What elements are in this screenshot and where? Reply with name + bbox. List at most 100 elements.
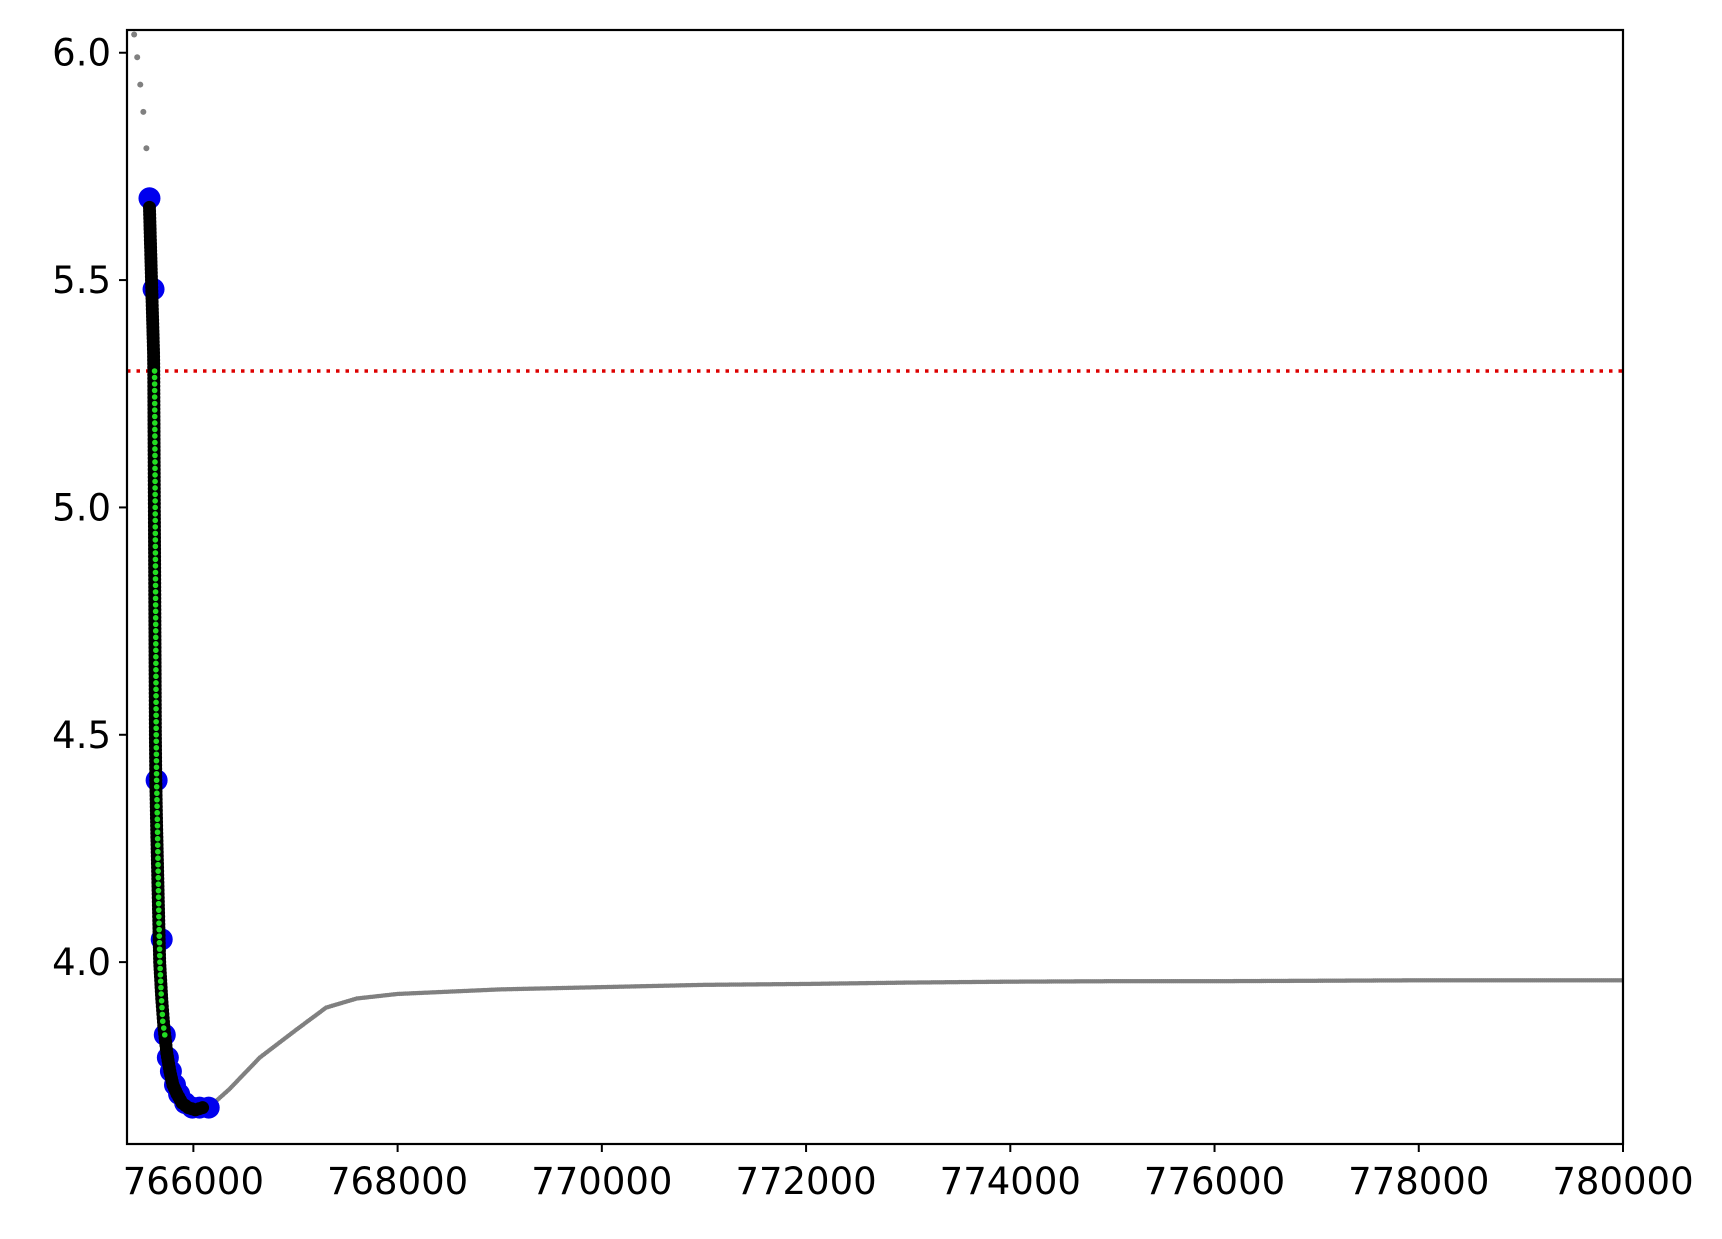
fit-point <box>155 900 162 907</box>
x-tick-label: 780000 <box>1552 1160 1693 1203</box>
fit-point <box>153 783 160 790</box>
series-fit <box>151 368 168 1038</box>
fit-point <box>151 394 158 400</box>
background-point <box>134 54 141 61</box>
fit-point <box>153 757 160 764</box>
fit-point <box>153 680 159 686</box>
fit-point <box>152 465 158 472</box>
fit-point <box>153 764 160 771</box>
fit-point <box>159 1018 166 1025</box>
fit-point <box>161 1032 168 1038</box>
plot-area <box>127 31 1623 1119</box>
fit-point <box>152 504 158 511</box>
x-tick-label: 766000 <box>123 1160 264 1203</box>
fit-point <box>158 997 165 1004</box>
fit-point <box>160 1025 167 1031</box>
fit-point <box>152 446 158 452</box>
fit-point <box>158 984 164 991</box>
fit-point <box>155 861 161 868</box>
fit-point <box>151 368 158 374</box>
fit-point <box>153 744 160 751</box>
fit-point <box>159 1011 166 1018</box>
fit-point <box>153 693 159 699</box>
fit-point <box>152 537 159 543</box>
y-axis: 4.0 4.5 5.0 5.5 6.0 <box>52 32 127 984</box>
fit-point <box>154 842 161 849</box>
x-axis: 766000 768000 770000 772000 774000 776000 7780… <box>123 1144 1694 1203</box>
fit-point <box>152 485 158 491</box>
fit-point <box>159 1004 165 1011</box>
selected-point <box>196 1101 210 1115</box>
fit-point <box>152 439 158 446</box>
y-tick-label: 5.5 <box>52 259 111 302</box>
fit-point <box>152 608 159 615</box>
fit-point <box>153 647 159 654</box>
fit-point <box>155 907 162 913</box>
fit-point <box>153 738 160 745</box>
fit-point <box>155 887 162 894</box>
fit-point <box>155 894 162 900</box>
fit-point <box>152 472 158 478</box>
fit-point <box>155 868 161 874</box>
fit-point <box>153 654 159 660</box>
fit-point <box>158 991 165 997</box>
fit-point <box>153 725 159 732</box>
fit-point <box>157 959 163 965</box>
fit-point <box>154 835 161 842</box>
y-tick-label: 5.0 <box>52 486 111 529</box>
fit-point <box>156 933 163 939</box>
x-tick-label: 778000 <box>1348 1160 1489 1203</box>
fit-point <box>154 829 161 836</box>
fit-point <box>153 770 160 777</box>
fit-point <box>155 881 162 887</box>
background-point <box>131 31 138 38</box>
fit-point <box>152 491 158 498</box>
background-point <box>143 145 150 152</box>
fit-point <box>152 582 159 589</box>
fit-point <box>154 796 160 803</box>
fit-point <box>152 498 158 504</box>
fit-point <box>156 946 163 952</box>
fit-point <box>154 809 160 816</box>
y-tick-label: 4.0 <box>52 941 111 984</box>
fit-point <box>151 387 158 394</box>
fit-point <box>152 602 159 608</box>
fit-point <box>152 420 158 426</box>
fit-point <box>153 699 159 706</box>
fit-point <box>153 667 159 673</box>
series-selected <box>142 200 210 1117</box>
fit-point <box>155 874 162 881</box>
fit-point <box>154 803 160 810</box>
fit-point <box>152 556 159 563</box>
fit-point <box>153 673 159 680</box>
fit-point <box>152 576 159 582</box>
x-tick-label: 772000 <box>735 1160 876 1203</box>
fit-point <box>152 524 159 530</box>
fit-point <box>155 848 161 855</box>
fit-point <box>151 374 158 381</box>
fit-point <box>156 926 162 933</box>
fit-point <box>152 615 159 621</box>
fit-point <box>151 381 158 387</box>
fit-point <box>153 686 159 693</box>
key-point <box>138 187 161 210</box>
x-tick-label: 770000 <box>531 1160 672 1203</box>
background-point <box>137 81 144 88</box>
fit-point <box>152 589 159 595</box>
fit-point <box>152 517 159 524</box>
fit-point <box>152 628 159 634</box>
fit-point <box>152 543 159 550</box>
fit-point <box>153 705 159 712</box>
fit-point <box>154 790 160 797</box>
fit-point <box>156 939 163 946</box>
fit-point <box>152 634 159 641</box>
fit-point <box>152 595 159 602</box>
fit-point <box>154 816 161 823</box>
fit-point <box>151 413 158 420</box>
fit-point <box>156 920 162 926</box>
y-tick-label: 4.5 <box>52 714 111 757</box>
fit-point <box>154 822 161 829</box>
fit-point <box>152 550 159 556</box>
fit-point <box>153 660 159 667</box>
